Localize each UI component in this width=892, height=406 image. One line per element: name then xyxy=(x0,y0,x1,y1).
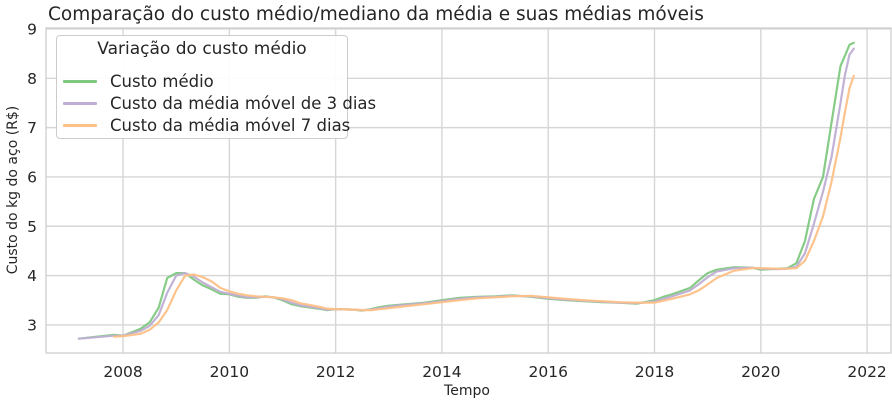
y-tick-label: 7 xyxy=(27,119,37,137)
legend-item-custo-medio: Custo médio xyxy=(63,70,214,92)
x-axis-label: Tempo xyxy=(444,383,490,399)
legend-item-media-movel-7: Custo da média móvel 7 dias xyxy=(63,114,350,136)
y-axis-label: Custo do kg do aço (R$) xyxy=(5,105,21,275)
x-tick-label: 2012 xyxy=(316,363,355,381)
legend-swatch xyxy=(63,101,97,105)
y-tick-label: 3 xyxy=(27,316,37,334)
legend-label: Custo da média móvel de 3 dias xyxy=(110,93,377,113)
tick-labels: 2008 2010 2012 2014 2016 2018 2020 2022 3 4 5 6 7 8 9 xyxy=(27,20,887,381)
legend-item-media-movel-3: Custo da média móvel de 3 dias xyxy=(63,92,376,114)
x-tick-label: 2014 xyxy=(422,363,461,381)
y-tick-label: 5 xyxy=(27,218,37,236)
series-line-3 xyxy=(112,74,855,338)
y-tick-label: 9 xyxy=(27,20,37,38)
plot-frame xyxy=(45,27,892,354)
legend-title: Variação do custo médio xyxy=(97,39,307,59)
legend: Variação do custo médio Custo médio Cust… xyxy=(56,35,376,139)
series-lines xyxy=(77,41,855,340)
legend-swatch xyxy=(63,123,97,127)
x-tick-label: 2018 xyxy=(635,363,674,381)
x-tick-label: 2010 xyxy=(210,363,249,381)
y-tick-label: 4 xyxy=(27,267,37,285)
x-tick-label: 2022 xyxy=(847,363,886,381)
y-tick-label: 6 xyxy=(27,168,37,186)
x-tick-label: 2008 xyxy=(103,363,142,381)
x-tick-label: 2020 xyxy=(741,363,780,381)
chart-title: Comparação do custo médio/mediano da méd… xyxy=(48,4,704,25)
y-tick-label: 8 xyxy=(27,70,37,88)
legend-label: Custo médio xyxy=(110,71,214,91)
x-tick-label: 2016 xyxy=(528,363,567,381)
legend-swatch xyxy=(63,79,97,83)
legend-label: Custo da média móvel 7 dias xyxy=(110,115,351,135)
